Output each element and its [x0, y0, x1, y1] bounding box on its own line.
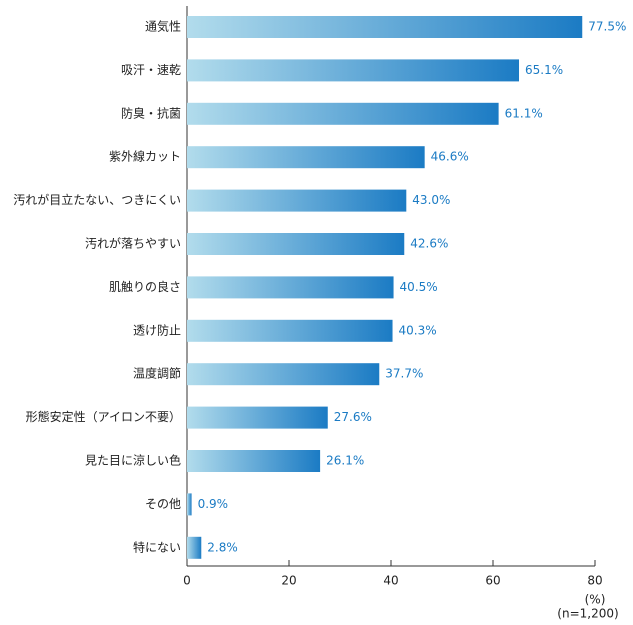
x-tick-label: 0 [183, 574, 191, 588]
y-tick-label: 見た目に涼しい色 [85, 453, 181, 468]
x-tick-label: 60 [485, 574, 500, 588]
y-tick-label: 防臭・抗菌 [121, 105, 181, 120]
value-label: 40.3% [399, 323, 437, 337]
y-tick-label: 通気性 [145, 19, 181, 34]
value-label: 2.8% [207, 540, 238, 554]
y-tick-label: その他 [145, 497, 181, 511]
y-tick-label: 温度調節 [133, 366, 181, 381]
value-label: 27.6% [334, 410, 372, 424]
x-tick-label: 40 [383, 574, 398, 588]
bar [187, 536, 202, 559]
bar [187, 59, 520, 82]
bar [187, 319, 393, 342]
bar [187, 102, 499, 125]
value-label: 77.5% [588, 20, 626, 34]
value-label: 46.6% [431, 150, 469, 164]
value-label: 40.5% [400, 280, 438, 294]
value-label: 42.6% [410, 237, 448, 251]
x-tick-label: 80 [587, 574, 602, 588]
bar [187, 406, 328, 429]
bar [187, 450, 321, 472]
bar [187, 276, 394, 299]
value-label: 61.1% [505, 106, 543, 120]
value-label: 0.9% [198, 497, 229, 511]
bar [187, 363, 380, 386]
y-tick-label: 形態安定性（アイロン不要） [26, 409, 181, 424]
value-label: 43.0% [412, 193, 450, 207]
bar [187, 146, 425, 169]
y-tick-label: 肌触りの良さ [109, 279, 181, 294]
y-tick-label: 汚れが落ちやすい [85, 236, 181, 251]
x-tick-label: 20 [281, 574, 296, 588]
y-tick-label: 特にない [133, 539, 181, 554]
y-tick-label: 透け防止 [133, 322, 181, 337]
bar [187, 493, 192, 516]
value-label: 37.7% [385, 367, 423, 381]
x-axis-label: (%) [585, 593, 606, 607]
y-tick-label: 汚れが目立たない、つきにくい [13, 192, 181, 207]
bar [187, 16, 583, 38]
bar [187, 189, 407, 212]
y-tick-label: 紫外線カット [109, 149, 181, 164]
value-label: 65.1% [525, 63, 563, 77]
note: (n=1,200) [557, 607, 618, 621]
bar [187, 233, 405, 255]
y-tick-label: 吸汗・速乾 [121, 63, 181, 77]
value-label: 26.1% [326, 454, 364, 468]
